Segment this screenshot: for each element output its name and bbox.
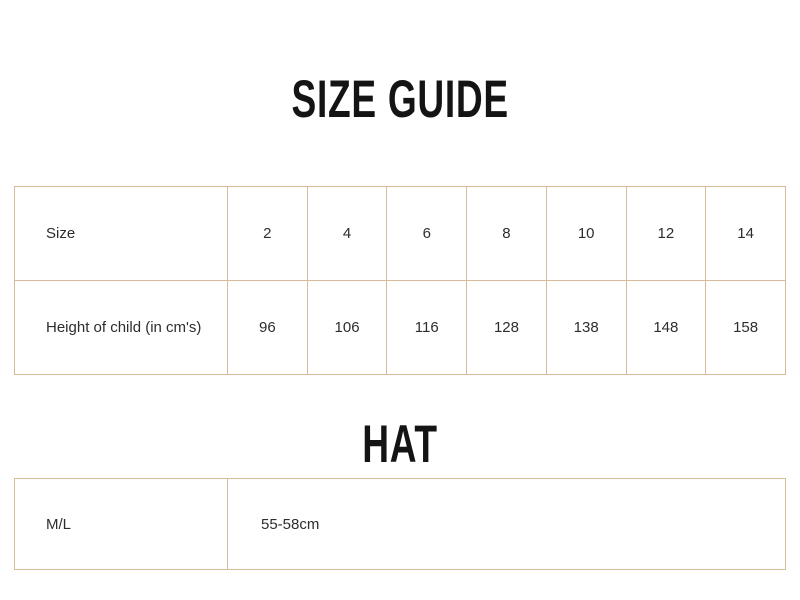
hat-row: M/L 55-58cm [14,478,786,570]
height-value: 138 [545,280,627,375]
height-value: 128 [466,280,547,375]
size-value: 12 [625,186,707,281]
hat-title-text: HAT [362,415,438,474]
height-value: 158 [705,280,786,375]
height-row: Height of child (in cm's) 96 106 116 128… [14,280,786,375]
size-row: Size 2 4 6 8 10 12 14 [14,186,786,281]
height-row-label: Height of child (in cm's) [14,280,228,375]
size-value: 14 [705,186,786,281]
hat-title: HAT [0,418,800,471]
size-table: Size 2 4 6 8 10 12 14 Height of child (i… [14,186,786,375]
hat-size-label: M/L [14,478,228,570]
size-guide-title-text: SIZE GUIDE [291,70,509,129]
height-value: 116 [386,280,468,375]
size-value: 10 [545,186,627,281]
size-value: 8 [466,186,547,281]
height-value: 106 [306,280,388,375]
size-value: 4 [306,186,388,281]
height-value: 96 [227,280,308,375]
hat-table: M/L 55-58cm [14,478,786,570]
size-guide-title: SIZE GUIDE [0,73,800,126]
size-row-label: Size [14,186,228,281]
hat-measurement-value: 55-58cm [227,478,786,570]
size-value: 2 [227,186,308,281]
height-value: 148 [625,280,707,375]
size-value: 6 [386,186,468,281]
